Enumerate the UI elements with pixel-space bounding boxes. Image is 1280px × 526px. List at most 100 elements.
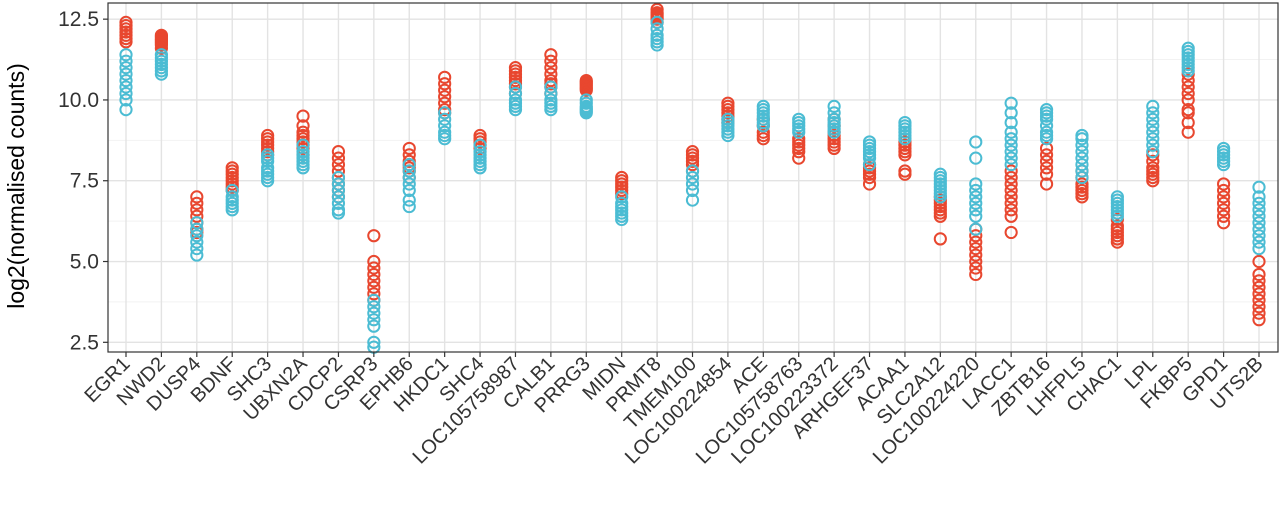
red-point xyxy=(331,151,346,165)
red-point xyxy=(1004,164,1018,178)
red-point xyxy=(1252,293,1266,307)
blue-point xyxy=(898,132,912,146)
red-point xyxy=(969,248,983,262)
red-point xyxy=(1004,177,1018,191)
red-point xyxy=(933,209,947,223)
red-point xyxy=(1039,141,1054,156)
blue-point xyxy=(1004,96,1018,110)
blue-point xyxy=(1004,132,1018,146)
blue-point xyxy=(190,222,204,236)
red-point xyxy=(544,67,558,81)
blue-point xyxy=(1075,157,1089,172)
blue-point xyxy=(296,138,310,152)
blue-point xyxy=(367,319,381,333)
red-point xyxy=(367,280,381,294)
blue-point xyxy=(438,132,452,146)
red-point xyxy=(1252,287,1266,301)
red-point xyxy=(367,267,381,282)
blue-point xyxy=(1252,190,1266,204)
red-point xyxy=(1146,174,1160,188)
red-point xyxy=(1181,125,1195,139)
red-point xyxy=(1039,167,1054,181)
blue-point xyxy=(827,99,841,114)
blue-point xyxy=(119,86,133,101)
blue-point xyxy=(1039,119,1054,133)
blue-point xyxy=(1146,138,1160,152)
blue-point xyxy=(615,190,629,204)
red-point xyxy=(1146,154,1160,168)
blue-point xyxy=(650,38,664,52)
blue-point xyxy=(1075,151,1089,165)
blue-point xyxy=(331,170,346,185)
blue-point xyxy=(685,183,700,198)
red-point xyxy=(1075,190,1089,204)
red-point xyxy=(544,54,558,68)
red-point xyxy=(1252,254,1266,269)
red-point xyxy=(1216,209,1231,223)
red-point xyxy=(331,164,346,178)
blue-point xyxy=(685,164,700,178)
blue-point xyxy=(1252,209,1266,223)
blue-point xyxy=(1075,164,1089,178)
blue-point xyxy=(1252,216,1266,230)
red-point xyxy=(792,151,806,165)
blue-point xyxy=(1075,138,1089,152)
blue-point xyxy=(544,80,558,94)
red-point xyxy=(1216,190,1231,204)
blue-point xyxy=(367,300,381,314)
red-point xyxy=(933,232,947,246)
blue-point xyxy=(119,61,133,75)
blue-point xyxy=(1004,125,1018,139)
blue-point xyxy=(119,80,133,94)
red-point xyxy=(367,254,381,269)
red-point xyxy=(1004,183,1018,198)
blue-point xyxy=(225,183,239,198)
red-point xyxy=(1252,280,1266,294)
blue-point xyxy=(154,67,169,81)
red-point xyxy=(1004,209,1018,223)
blue-point xyxy=(402,177,416,191)
red-point xyxy=(1252,267,1266,282)
red-point xyxy=(1252,306,1266,320)
blue-point xyxy=(1004,157,1018,172)
blue-point xyxy=(331,190,346,204)
blue-point xyxy=(402,164,416,178)
blue-point xyxy=(827,106,841,120)
blue-point xyxy=(190,216,204,230)
blue-point xyxy=(969,209,983,223)
red-point xyxy=(969,261,983,275)
y-tick-label: 5.0 xyxy=(70,251,99,274)
blue-point xyxy=(190,241,204,256)
blue-point xyxy=(1252,222,1266,236)
red-point xyxy=(969,241,983,256)
red-point xyxy=(1216,196,1231,210)
red-point xyxy=(1004,196,1018,210)
red-point xyxy=(1004,170,1018,185)
red-point xyxy=(296,119,310,133)
red-point xyxy=(1181,106,1195,120)
blue-point xyxy=(1075,145,1089,159)
y-axis-ticks: 2.5 5.0 7.5 10.0 12.5 xyxy=(58,8,108,354)
blue-point xyxy=(1004,145,1018,159)
red-point xyxy=(331,157,346,172)
blue-point xyxy=(1004,138,1018,152)
blue-point xyxy=(331,177,346,191)
blue-point xyxy=(1075,170,1089,185)
blue-point xyxy=(1075,132,1089,146)
red-point xyxy=(1181,80,1195,94)
blue-point xyxy=(402,157,416,172)
blue-point xyxy=(1252,196,1266,210)
red-point xyxy=(1039,154,1054,168)
blue-point xyxy=(685,170,700,185)
red-point xyxy=(154,41,169,55)
blue-point xyxy=(1039,112,1054,126)
blue-point xyxy=(119,73,133,88)
red-point xyxy=(1004,225,1018,240)
blue-point xyxy=(685,177,700,191)
red-point xyxy=(367,229,381,243)
blue-point xyxy=(969,222,983,236)
red-point xyxy=(1252,313,1266,327)
red-point xyxy=(1110,235,1124,249)
blue-point xyxy=(1004,151,1018,165)
red-point xyxy=(119,35,133,49)
